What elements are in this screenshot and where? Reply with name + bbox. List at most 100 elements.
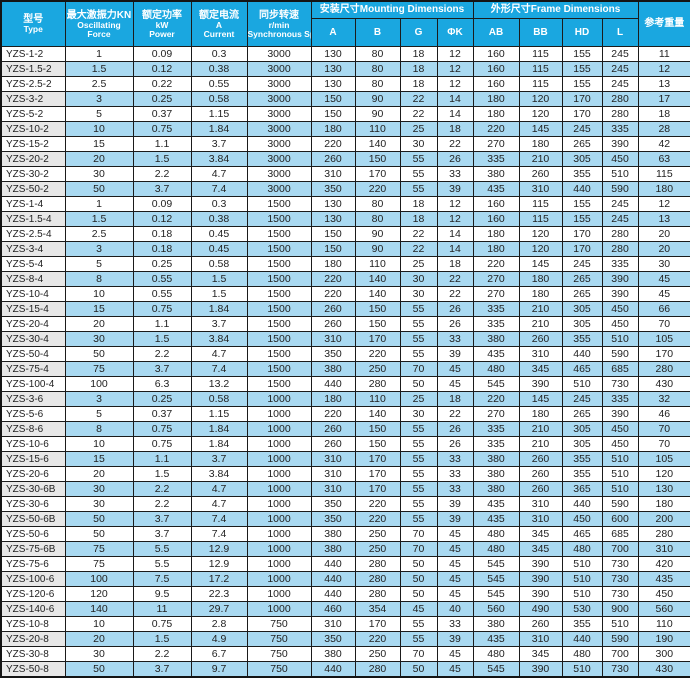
- table-row: YZS-75-6B 75 5.5 12.9 1000 380 250 70 45 480 345 48…: [0, 541, 690, 557]
- value-cell: 335: [472, 151, 520, 167]
- value-cell: 335: [472, 436, 520, 452]
- value-cell: 1500: [246, 361, 312, 377]
- value-cell: 26: [436, 421, 474, 437]
- value-cell: 280: [601, 226, 639, 242]
- value-cell: 20: [64, 151, 134, 167]
- value-cell: 42: [637, 136, 690, 152]
- value-cell: 180: [518, 136, 563, 152]
- value-cell: 355: [561, 166, 603, 182]
- value-cell: 1: [64, 46, 134, 62]
- col-header-current-en2: Current: [203, 28, 235, 39]
- col-header-type-en: Type: [23, 24, 43, 34]
- model-cell: YZS-15-4: [0, 301, 66, 317]
- value-cell: 545: [472, 556, 520, 572]
- value-cell: 32: [637, 391, 690, 407]
- model-cell: YZS-10-2: [0, 121, 66, 137]
- value-cell: 2.2: [132, 646, 192, 662]
- value-cell: 1500: [246, 211, 312, 227]
- value-cell: 45: [436, 361, 474, 377]
- value-cell: 250: [354, 526, 401, 542]
- value-cell: 390: [601, 406, 639, 422]
- value-cell: 70: [399, 361, 438, 377]
- value-cell: 0.37: [132, 106, 192, 122]
- value-cell: 10: [64, 121, 134, 137]
- value-cell: 1.15: [190, 406, 248, 422]
- value-cell: 245: [561, 391, 603, 407]
- value-cell: 90: [354, 226, 401, 242]
- value-cell: 160: [472, 61, 520, 77]
- value-cell: 590: [601, 346, 639, 362]
- value-cell: 45: [436, 376, 474, 392]
- value-cell: 545: [472, 661, 520, 678]
- value-cell: 1.5: [132, 151, 192, 167]
- value-cell: 0.25: [132, 256, 192, 272]
- value-cell: 13: [637, 211, 690, 227]
- value-cell: 530: [561, 601, 603, 617]
- value-cell: 14: [436, 106, 474, 122]
- value-cell: 22.3: [190, 586, 248, 602]
- value-cell: 40: [436, 601, 474, 617]
- value-cell: 280: [637, 361, 690, 377]
- value-cell: 115: [518, 211, 563, 227]
- model-cell: YZS-20-8: [0, 631, 66, 647]
- value-cell: 1000: [246, 601, 312, 617]
- col-header-power: 额定功率 kW Power: [132, 0, 192, 47]
- value-cell: 45: [436, 586, 474, 602]
- model-cell: YZS-10-4: [0, 286, 66, 302]
- value-cell: 80: [354, 76, 401, 92]
- value-cell: 220: [310, 136, 356, 152]
- value-cell: 3.84: [190, 331, 248, 347]
- value-cell: 70: [637, 316, 690, 332]
- value-cell: 3000: [246, 181, 312, 197]
- value-cell: 110: [354, 256, 401, 272]
- table-row: YZS-10-4 10 0.55 1.5 1500 220 140 30 22 270 180 265…: [0, 286, 690, 302]
- model-cell: YZS-75-4: [0, 361, 66, 377]
- model-cell: YZS-50-6B: [0, 511, 66, 527]
- table-row: YZS-10-8 10 0.75 2.8 750 310 170 55 33 380 260 355 5…: [0, 616, 690, 632]
- value-cell: 8: [64, 271, 134, 287]
- value-cell: 380: [472, 451, 520, 467]
- value-cell: 280: [601, 106, 639, 122]
- value-cell: 220: [310, 271, 356, 287]
- col-header-power-en2: Power: [149, 28, 175, 39]
- table-row: YZS-30-4 30 1.5 3.84 1500 310 170 55 33 380 260 355…: [0, 331, 690, 347]
- value-cell: 30: [399, 406, 438, 422]
- value-cell: 100: [64, 376, 134, 392]
- value-cell: 55: [399, 436, 438, 452]
- table-row: YZS-15-2 15 1.1 3.7 3000 220 140 30 22 270 180 265 3…: [0, 136, 690, 152]
- table-row: YZS-1.5-4 1.5 0.12 0.38 1500 130 80 18 12 160 115 1…: [0, 211, 690, 227]
- value-cell: 3: [64, 391, 134, 407]
- model-cell: YZS-75-6B: [0, 541, 66, 557]
- value-cell: 55: [399, 616, 438, 632]
- value-cell: 510: [561, 586, 603, 602]
- model-cell: YZS-50-2: [0, 181, 66, 197]
- value-cell: 510: [561, 556, 603, 572]
- value-cell: 30: [64, 331, 134, 347]
- value-cell: 45: [436, 541, 474, 557]
- model-cell: YZS-3-4: [0, 241, 66, 257]
- value-cell: 350: [310, 496, 356, 512]
- table-row: YZS-50-4 50 2.2 4.7 1500 350 220 55 39 435 310 440 5…: [0, 346, 690, 362]
- value-cell: 545: [472, 571, 520, 587]
- value-cell: 170: [561, 91, 603, 107]
- value-cell: 260: [518, 481, 563, 497]
- model-cell: YZS-5-2: [0, 106, 66, 122]
- model-cell: YZS-1.5-4: [0, 211, 66, 227]
- table-row: YZS-5-6 5 0.37 1.15 1000 220 140 30 22 270 180 265 3…: [0, 406, 690, 422]
- value-cell: 450: [601, 421, 639, 437]
- value-cell: 310: [637, 541, 690, 557]
- value-cell: 260: [518, 166, 563, 182]
- value-cell: 50: [64, 661, 134, 678]
- model-cell: YZS-20-6: [0, 466, 66, 482]
- model-cell: YZS-30-2: [0, 166, 66, 182]
- value-cell: 100: [64, 571, 134, 587]
- value-cell: 245: [561, 121, 603, 137]
- value-cell: 310: [518, 346, 563, 362]
- value-cell: 55: [399, 316, 438, 332]
- value-cell: 1.15: [190, 106, 248, 122]
- value-cell: 110: [637, 616, 690, 632]
- value-cell: 480: [472, 541, 520, 557]
- value-cell: 7.4: [190, 511, 248, 527]
- value-cell: 480: [561, 646, 603, 662]
- value-cell: 1.5: [190, 271, 248, 287]
